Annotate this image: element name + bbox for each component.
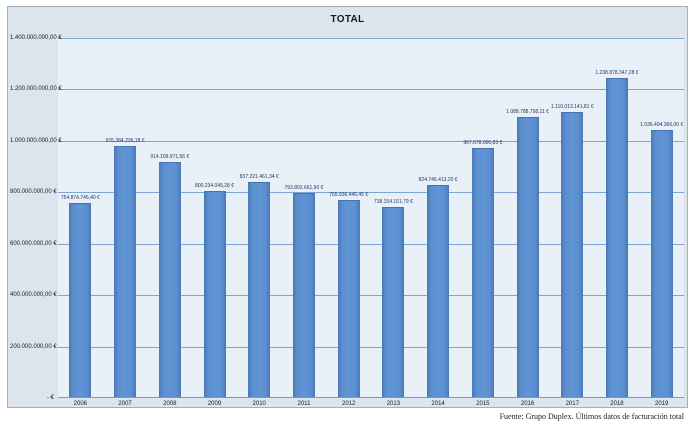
bar-value-label: 793.802.661,90 €	[284, 184, 324, 191]
gridline	[58, 243, 684, 245]
bar-2013	[382, 207, 405, 397]
bar-column: 914.109.971,56 €	[147, 38, 192, 397]
x-tick-label: 2008	[163, 401, 177, 407]
x-tick-label: 2007	[118, 401, 132, 407]
x-tick-label: 2014	[431, 401, 445, 407]
y-tick-label: 800.000.000,00 €	[10, 189, 57, 196]
gridline	[58, 89, 684, 91]
bar-2015	[471, 148, 494, 397]
bar-column: 738.154.151,79 €	[371, 38, 416, 397]
bar-2017	[561, 111, 584, 397]
bar-column: 824.746.413,20 €	[416, 38, 461, 397]
bar-2007	[114, 145, 137, 397]
bar-value-label: 800.234.045,28 €	[195, 183, 234, 190]
y-tick-label: 1.200.000.000,00 €	[10, 86, 62, 93]
bar-value-label: 1.110.013.141,81 €	[550, 103, 594, 110]
gridline	[58, 295, 684, 297]
y-tick-label: 1.000.000.000,00 €	[10, 137, 62, 144]
bar-2016	[516, 117, 539, 397]
y-tick-label: 400.000.000,00 €	[10, 292, 57, 299]
x-tick-label: 2011	[297, 401, 311, 407]
bar-value-label: 754.874.745,40 €	[60, 194, 100, 201]
y-tick-label: 1.400.000.000,00 €	[10, 35, 62, 41]
bar-value-label: 1.088.788.758,11 €	[506, 109, 549, 116]
x-tick-label: 2019	[655, 401, 669, 407]
bar-value-label: 765.936.446,45 €	[329, 192, 369, 199]
bar-value-label: 824.746.413,20 €	[418, 176, 458, 183]
bar-column: 967.678.000,83 €	[460, 38, 505, 397]
bar-value-label: 914.109.971,56 €	[150, 153, 190, 160]
bar-value-label: 738.154.151,79 €	[373, 199, 413, 206]
bar-column: 1.110.013.141,81 €	[550, 38, 595, 397]
x-tick-label: 2013	[386, 401, 401, 407]
x-tick-label: 2016	[520, 401, 535, 407]
x-tick-label: 2012	[341, 401, 356, 407]
bar-column: 754.874.745,40 €	[58, 38, 103, 397]
bar-column: 976.384.236,18 €	[103, 38, 148, 397]
x-tick-label: 2009	[207, 401, 222, 407]
x-tick-label: 2018	[610, 401, 624, 407]
chart-title: TOTAL	[330, 14, 365, 25]
bar-column: 800.234.045,28 €	[192, 38, 237, 397]
bar-2018	[605, 78, 628, 397]
bar-column: 837.221.461,34 €	[237, 38, 282, 397]
bar-2012	[337, 200, 360, 397]
y-tick-label: - €	[46, 395, 54, 401]
bar-value-label: 837.221.461,34 €	[239, 173, 279, 180]
bar-column: 1.238.878.347,28 €	[595, 38, 640, 397]
x-tick-label: 2017	[565, 401, 579, 407]
bar-2006	[69, 202, 92, 397]
bar-2014	[427, 184, 450, 397]
bars-container: 754.874.745,40 € 976.384.236,18 € 914.109.…	[58, 38, 684, 397]
bar-value-label: 1.238.878.347,28 €	[595, 70, 639, 77]
bar-value-label: 967.678.000,83 €	[463, 140, 503, 147]
bar-2009	[203, 191, 226, 397]
bar-2010	[248, 181, 271, 397]
y-tick-label: 200.000.000,00 €	[10, 343, 57, 350]
bar-chart: TOTAL 754.874.745,40 € 976.384.236,18 € 91…	[7, 6, 688, 408]
x-tick-label: 2010	[252, 401, 266, 407]
bar-2019	[650, 130, 673, 397]
bar-column: 765.936.446,45 €	[326, 38, 371, 397]
source-note: Fuente: Grupo Duplex. Últimos datos de f…	[499, 412, 684, 421]
bar-column: 793.802.661,90 €	[282, 38, 327, 397]
bar-2011	[292, 192, 315, 397]
gridline	[58, 38, 684, 39]
bar-2008	[158, 161, 181, 397]
bar-value-label: 1.036.494.366,00 €	[640, 122, 684, 129]
y-tick-label: 600.000.000,00 €	[10, 240, 57, 247]
x-tick-label: 2006	[73, 401, 88, 407]
gridline	[58, 346, 684, 348]
bar-column: 1.036.494.366,00 €	[639, 38, 684, 397]
gridline	[58, 140, 684, 142]
plot-area: 754.874.745,40 € 976.384.236,18 € 914.109.…	[58, 38, 684, 398]
gridline	[58, 192, 684, 194]
bar-value-label: 976.384.236,18 €	[105, 137, 145, 144]
x-tick-label: 2015	[476, 401, 490, 407]
bar-column: 1.088.788.758,11 €	[505, 38, 550, 397]
x-axis-labels: 2006 2007 2008 2009 2010 2011 2012 2013 2014 2015…	[58, 401, 684, 407]
